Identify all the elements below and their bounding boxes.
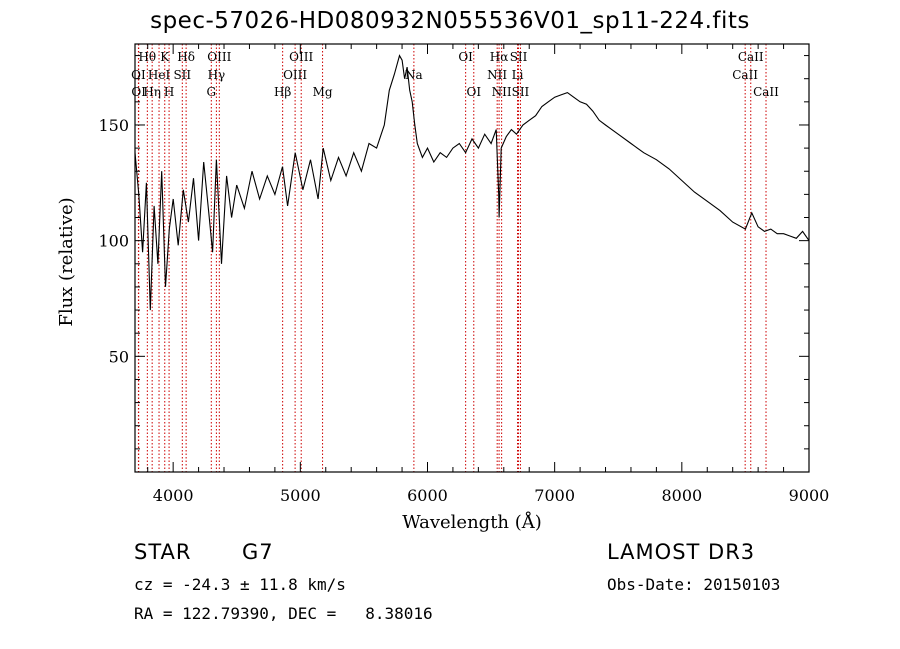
object-class: STAR xyxy=(134,540,192,564)
y-tick-label: 100 xyxy=(98,232,129,251)
line-label-26: CaII xyxy=(732,68,758,82)
line-label-10: Hγ xyxy=(208,68,226,82)
observation-date: Obs-Date: 20150103 xyxy=(607,575,781,594)
flux-series-line xyxy=(134,54,810,311)
line-label-4: HeI xyxy=(148,68,171,82)
line-label-5: K xyxy=(160,50,170,64)
x-tick-label: 7000 xyxy=(534,486,575,505)
y-tick-label: 50 xyxy=(109,347,129,366)
line-label-13: OIII xyxy=(289,50,313,64)
survey-name: LAMOST DR3 xyxy=(607,540,756,564)
line-label-3: Hη xyxy=(143,85,161,99)
x-tick-label: 8000 xyxy=(661,486,702,505)
line-labels: Hθ OI OI Hη HeI K H SII Hδ OIII Hγ G Hβ OIII OIII Mg Na O… xyxy=(131,50,779,99)
line-label-20: NII xyxy=(487,68,507,82)
y-tick-label: 150 xyxy=(98,116,129,135)
line-label-24: SII xyxy=(512,85,530,99)
line-label-11: G xyxy=(207,85,217,99)
line-label-7: SII xyxy=(173,68,191,82)
y-axis-label: Flux (relative) xyxy=(56,197,77,326)
line-label-19: Hα xyxy=(490,50,509,64)
line-label-27: CaII xyxy=(753,85,779,99)
line-label-12: Hβ xyxy=(274,85,291,99)
x-tick-label: 6000 xyxy=(407,486,448,505)
line-label-21: NII xyxy=(492,85,512,99)
line-label-23: Li xyxy=(512,68,524,82)
redshift-readout: cz = -24.3 ± 11.8 km/s xyxy=(134,575,346,594)
x-axis-label: Wavelength (Å) xyxy=(402,511,542,533)
object-subclass: G7 xyxy=(242,540,274,564)
plot-frame xyxy=(134,43,810,473)
x-tick-label: 4000 xyxy=(153,486,194,505)
line-markers xyxy=(137,44,767,472)
line-label-6: H xyxy=(164,85,174,99)
line-label-15: Mg xyxy=(313,85,333,99)
chart-title: spec-57026-HD080932N055536V01_sp11-224.f… xyxy=(150,8,750,34)
axis-ticks: 4000 5000 6000 7000 8000 9000 50 100 150 xyxy=(98,44,829,505)
line-label-16: Na xyxy=(405,68,423,82)
line-label-22: SII xyxy=(510,50,528,64)
line-label-9: OIII xyxy=(207,50,231,64)
line-label-25: CaII xyxy=(738,50,764,64)
line-label-0: Hθ xyxy=(138,50,156,64)
coordinates-readout: RA = 122.79390, DEC = 8.38016 xyxy=(134,604,433,623)
line-label-17: OI xyxy=(458,50,473,64)
line-label-1: OI xyxy=(131,68,146,82)
x-tick-label: 9000 xyxy=(789,486,830,505)
x-tick-label: 5000 xyxy=(280,486,321,505)
line-label-14: OIII xyxy=(283,68,307,82)
line-label-18: OI xyxy=(466,85,481,99)
line-label-8: Hδ xyxy=(177,50,195,64)
